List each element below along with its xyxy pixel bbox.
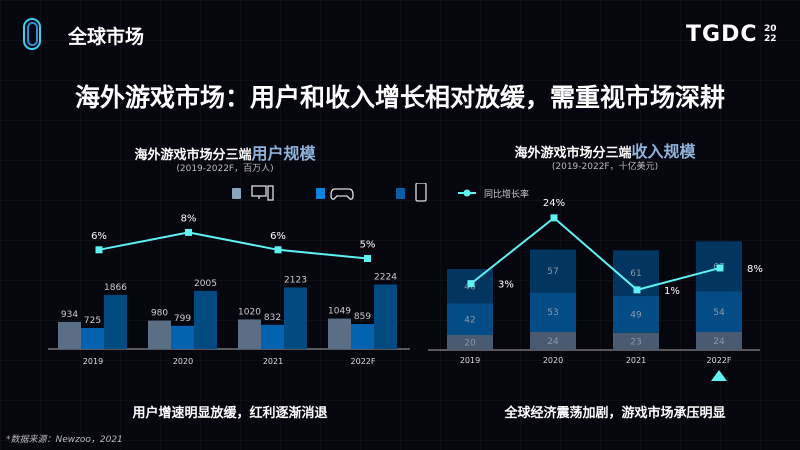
legend — [228, 182, 568, 207]
legend-swatch-console — [316, 188, 325, 199]
bar-console — [171, 325, 194, 349]
bar-mobile — [374, 284, 397, 349]
legend-line-label: 同比增长率 — [484, 190, 530, 200]
x-tick-label: 2021 — [626, 356, 646, 365]
stack-value-label: 42 — [464, 315, 475, 325]
bar-value-label: 799 — [174, 314, 191, 324]
bar-value-label: 725 — [84, 316, 101, 326]
stack-value-label: 46 — [464, 282, 476, 292]
conclusion-revenue: 全球经济震荡加剧，游戏市场承压明显 — [504, 406, 726, 421]
pc-icon — [251, 185, 274, 201]
stack-value-label: 23 — [630, 337, 641, 347]
stack-value-label: 53 — [547, 308, 558, 318]
bar-value-label: 2005 — [194, 279, 217, 289]
chart-title-revenue: 海外游戏市场分三端收入规模 — [514, 142, 696, 161]
bar-mobile — [194, 290, 217, 349]
bar-value-label: 1049 — [328, 307, 351, 317]
x-tick-label: 2021 — [263, 357, 283, 366]
stack-mobile — [530, 249, 576, 293]
stack-value-label: 57 — [547, 267, 558, 277]
mobile-icon — [415, 182, 427, 202]
stack-pc — [447, 335, 493, 350]
growth-label: 6% — [91, 231, 107, 242]
forecast-marker-icon — [711, 370, 727, 381]
stack-pc — [530, 332, 576, 350]
x-tick-label: 2022F — [707, 356, 732, 365]
x-tick-label: 2022F — [351, 357, 376, 366]
bar-mobile — [284, 287, 307, 349]
data-source: *数据来源：Newzoo，2021 — [6, 435, 123, 445]
bar-value-label: 934 — [61, 310, 78, 320]
stack-value-label: 20 — [464, 339, 476, 349]
chart-title-users: 海外游戏市场分三端用户规模 — [134, 144, 316, 163]
conclusion-users: 用户增速明显放缓，红利逐渐消退 — [132, 406, 328, 421]
stack-console — [696, 291, 742, 332]
bar-console — [261, 324, 284, 349]
growth-point — [364, 255, 371, 262]
stack-pc — [613, 332, 659, 350]
legend-swatch-mobile — [396, 188, 405, 199]
logo-icon — [20, 17, 50, 55]
growth-label: 1% — [664, 286, 680, 297]
growth-label: 8% — [747, 264, 763, 275]
chart-subtitle-users: (2019-2022F，百万人) — [176, 164, 274, 174]
growth-label: 8% — [181, 213, 197, 224]
growth-label: 5% — [360, 240, 376, 251]
x-tick-label: 2019 — [460, 356, 480, 365]
growth-label: 24% — [543, 198, 565, 209]
bar-value-label: 1020 — [238, 307, 261, 317]
x-tick-label: 2019 — [83, 357, 103, 366]
growth-point — [467, 280, 475, 288]
stack-console — [530, 292, 576, 332]
bar-value-label: 2224 — [374, 273, 397, 283]
growth-point — [716, 264, 724, 272]
stack-pc — [696, 332, 742, 350]
stack-value-label: 24 — [547, 337, 559, 347]
legend-swatch-pc — [232, 188, 241, 199]
stack-value-label: 49 — [630, 310, 642, 320]
x-tick-label: 2020 — [173, 357, 193, 366]
page-title: 海外游戏市场：用户和收入增长相对放缓，需重视市场深耕 — [74, 83, 725, 112]
growth-point — [633, 286, 641, 294]
bar-value-label: 980 — [151, 309, 168, 319]
stack-value-label: 54 — [713, 308, 725, 318]
bar-pc — [328, 318, 351, 349]
bar-value-label: 1866 — [104, 283, 127, 293]
stack-value-label: 61 — [630, 269, 641, 279]
bar-console — [81, 327, 104, 349]
tgdc-logo: TGDC — [686, 22, 758, 47]
growth-label: 3% — [498, 280, 514, 291]
gamepad-icon — [330, 188, 354, 200]
legend-line-marker — [458, 189, 476, 197]
stack-console — [613, 296, 659, 333]
growth-point — [185, 228, 192, 236]
bar-pc — [238, 319, 261, 349]
tgdc-logo-year: 20 22 — [764, 24, 777, 44]
growth-line — [98, 231, 368, 260]
chart-subtitle-revenue: (2019-2022F，十亿美元) — [551, 162, 659, 172]
growth-point — [550, 214, 558, 222]
stack-value-label: 24 — [713, 337, 725, 347]
growth-line — [470, 216, 721, 291]
bar-console — [351, 324, 374, 349]
growth-point — [274, 246, 282, 254]
x-tick-label: 2020 — [543, 356, 563, 365]
stack-console — [447, 303, 493, 335]
bar-value-label: 859 — [354, 312, 371, 322]
brand-title: 全球市场 — [68, 26, 145, 48]
growth-label: 6% — [270, 231, 286, 242]
bar-pc — [148, 320, 171, 349]
bar-pc — [58, 321, 81, 349]
bar-value-label: 832 — [264, 313, 281, 323]
bar-value-label: 2123 — [284, 275, 307, 285]
growth-point — [95, 246, 103, 254]
bar-mobile — [104, 294, 127, 349]
